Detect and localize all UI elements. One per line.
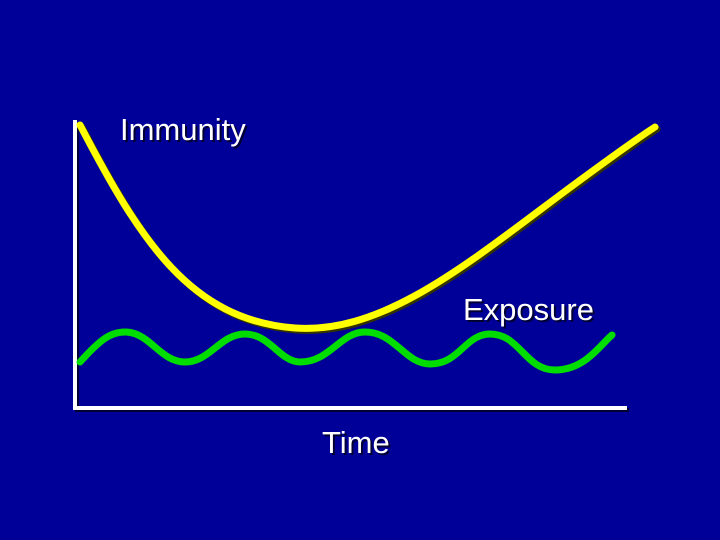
immunity-label-shadow: Immunity: [122, 114, 248, 149]
axes: [73, 120, 627, 410]
immunity-curve: [76, 121, 659, 332]
exposure-label: Exposure: [463, 292, 594, 327]
exposure-label-shadow: Exposure: [465, 294, 596, 329]
exposure-curve: [76, 328, 616, 374]
immunity-label: Immunity: [120, 112, 246, 147]
time-label: Time: [322, 425, 390, 460]
time-label-shadow: Time: [324, 427, 392, 462]
